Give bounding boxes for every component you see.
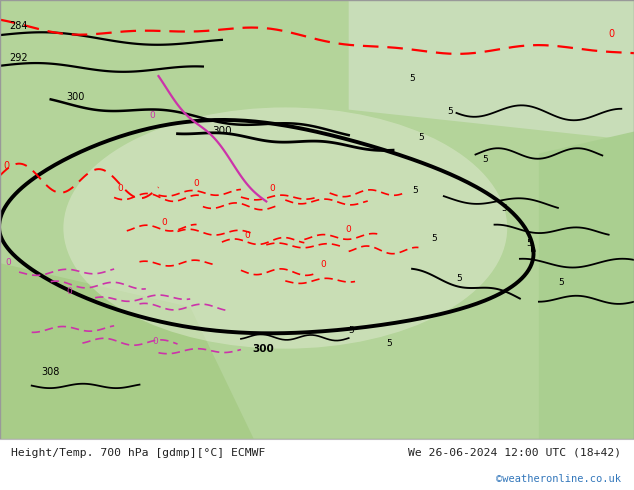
- Text: 0: 0: [117, 184, 123, 193]
- Polygon shape: [539, 131, 634, 439]
- Text: 0: 0: [193, 179, 199, 188]
- Text: 292: 292: [10, 52, 28, 63]
- Text: 0: 0: [162, 218, 167, 226]
- Text: 0: 0: [269, 184, 275, 193]
- Text: 5: 5: [349, 326, 354, 335]
- Text: 5: 5: [558, 278, 564, 287]
- Text: 5: 5: [409, 74, 415, 83]
- Text: 5: 5: [501, 203, 507, 213]
- Text: 300: 300: [252, 343, 274, 354]
- Text: 0: 0: [244, 231, 250, 240]
- Text: 5: 5: [387, 340, 392, 348]
- Text: Height/Temp. 700 hPa [gdmp][°C] ECMWF: Height/Temp. 700 hPa [gdmp][°C] ECMWF: [11, 448, 266, 458]
- Text: 0: 0: [320, 260, 326, 269]
- Text: 0: 0: [3, 161, 10, 171]
- Text: 308: 308: [41, 367, 60, 377]
- Text: 5: 5: [412, 186, 418, 195]
- Text: 5: 5: [482, 155, 488, 164]
- Text: 0: 0: [67, 287, 72, 296]
- Polygon shape: [0, 263, 254, 439]
- Text: 0: 0: [609, 29, 615, 39]
- Text: ©weatheronline.co.uk: ©weatheronline.co.uk: [496, 474, 621, 484]
- Text: 300: 300: [67, 92, 85, 102]
- Text: 5: 5: [418, 133, 424, 142]
- Ellipse shape: [63, 107, 507, 349]
- Text: 5: 5: [456, 274, 462, 283]
- Text: 0: 0: [346, 224, 351, 234]
- Text: 5: 5: [431, 234, 437, 243]
- Text: 0: 0: [152, 337, 158, 346]
- Text: 5: 5: [526, 239, 532, 247]
- Text: We 26-06-2024 12:00 UTC (18+42): We 26-06-2024 12:00 UTC (18+42): [408, 448, 621, 458]
- Text: 300: 300: [212, 126, 232, 136]
- Text: 0: 0: [149, 111, 155, 121]
- Text: 0: 0: [5, 258, 11, 268]
- Text: 5: 5: [447, 107, 453, 116]
- Polygon shape: [349, 0, 634, 140]
- Text: 284: 284: [10, 21, 28, 30]
